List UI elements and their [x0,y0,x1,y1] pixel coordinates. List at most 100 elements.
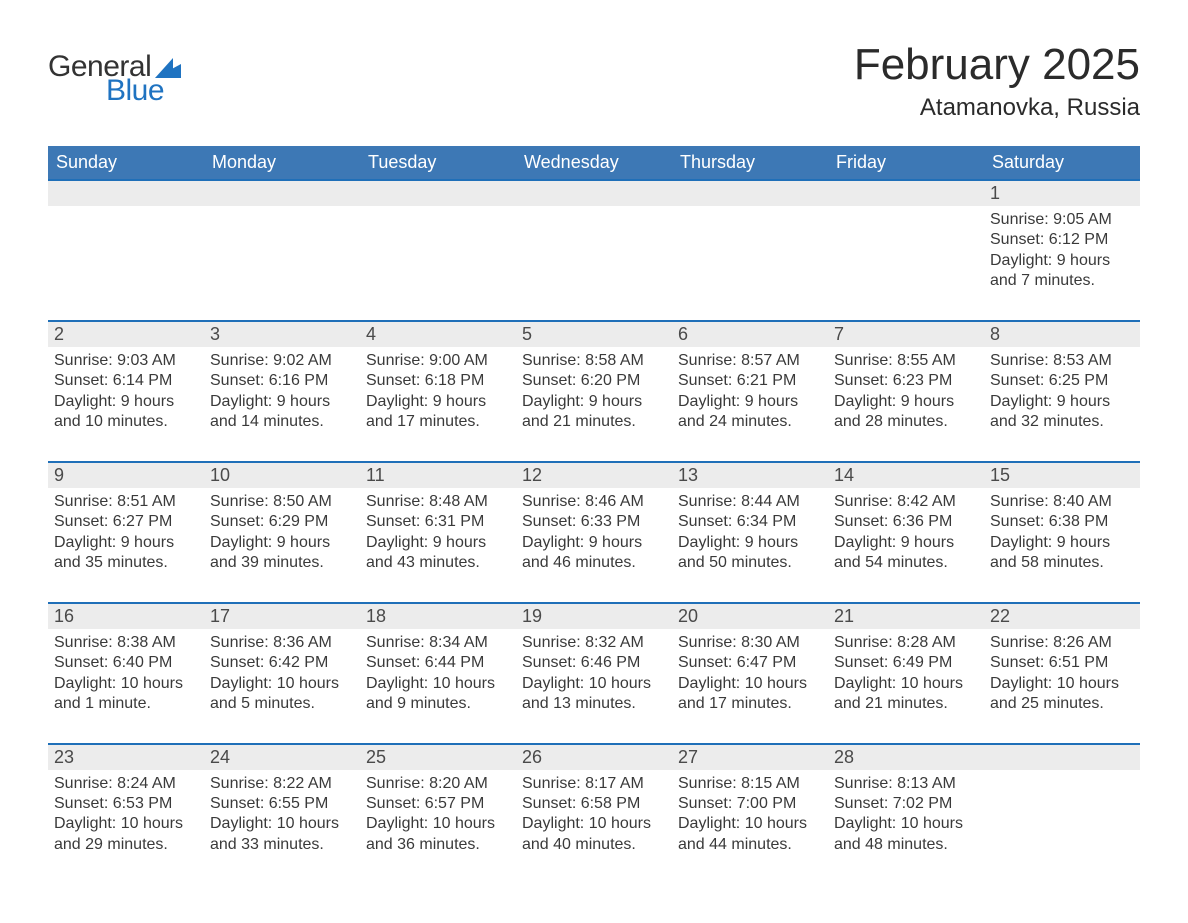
day-detail-line: Sunrise: 9:03 AM [54,351,198,371]
day-detail-line: Sunrise: 8:48 AM [366,492,510,512]
day-detail-line: Daylight: 10 hours [366,814,510,834]
week-daynum-row: 232425262728 [48,744,1140,770]
day-detail-line: Sunrise: 8:40 AM [990,492,1134,512]
calendar-page: General Blue February 2025 Atamanovka, R… [0,0,1188,923]
day-detail-line: Daylight: 9 hours [834,392,978,412]
day-detail-line: Sunset: 6:38 PM [990,512,1134,532]
day-detail-line: and 35 minutes. [54,553,198,573]
day-number-cell: 28 [828,744,984,770]
day-detail-line: Sunset: 6:47 PM [678,653,822,673]
day-body-cell: Sunrise: 9:02 AMSunset: 6:16 PMDaylight:… [204,347,360,462]
day-body-cell: Sunrise: 8:36 AMSunset: 6:42 PMDaylight:… [204,629,360,744]
day-body-cell: Sunrise: 8:22 AMSunset: 6:55 PMDaylight:… [204,770,360,884]
day-detail-line: Sunset: 6:58 PM [522,794,666,814]
day-detail-line: Sunrise: 8:24 AM [54,774,198,794]
day-detail-line: Daylight: 9 hours [210,533,354,553]
week-body-row: Sunrise: 9:03 AMSunset: 6:14 PM Daylight:… [48,347,1140,462]
day-body-cell [516,206,672,321]
day-detail-line: Sunset: 6:25 PM [990,371,1134,391]
day-number-cell: 21 [828,603,984,629]
calendar-body: 1Sunrise: 9:05 AMSunset: 6:12 PMDaylight… [48,180,1140,883]
day-number-cell: 18 [360,603,516,629]
day-detail-line: and 29 minutes. [54,835,198,855]
day-detail-line: Sunrise: 8:51 AM [54,492,198,512]
day-number-cell: 7 [828,321,984,347]
day-detail-line: Sunset: 6:44 PM [366,653,510,673]
day-detail-line: and 25 minutes. [990,694,1134,714]
day-body-cell: Sunrise: 8:48 AMSunset: 6:31 PMDaylight:… [360,488,516,603]
day-body-cell: Sunrise: 8:58 AMSunset: 6:20 PMDaylight:… [516,347,672,462]
day-number-cell: 9 [48,462,204,488]
day-number-cell: 17 [204,603,360,629]
day-detail-line: and 14 minutes. [210,412,354,432]
dow-saturday: Saturday [984,146,1140,180]
day-body-cell: Sunrise: 8:17 AMSunset: 6:58 PMDaylight:… [516,770,672,884]
day-detail-line: Daylight: 10 hours [54,674,198,694]
day-detail-line: Sunset: 6:46 PM [522,653,666,673]
day-number-cell [516,180,672,206]
day-detail-line: Daylight: 10 hours [522,814,666,834]
day-detail-line: and 36 minutes. [366,835,510,855]
day-detail-line: Sunset: 6:18 PM [366,371,510,391]
day-detail-line: Daylight: 10 hours [366,674,510,694]
day-body-cell: Sunrise: 9:05 AMSunset: 6:12 PMDaylight:… [984,206,1140,321]
day-detail-line: Daylight: 10 hours [990,674,1134,694]
day-detail-line: Sunrise: 9:02 AM [210,351,354,371]
day-detail-line: Daylight: 10 hours [522,674,666,694]
day-body-cell [204,206,360,321]
day-number-cell: 25 [360,744,516,770]
day-detail-line: Sunset: 6:53 PM [54,794,198,814]
day-detail-line: Daylight: 9 hours [210,392,354,412]
day-detail-line: Daylight: 9 hours [366,533,510,553]
day-detail-line: and 39 minutes. [210,553,354,573]
day-detail-line: Daylight: 10 hours [678,674,822,694]
day-detail-line: Sunset: 6:57 PM [366,794,510,814]
day-body-cell: Sunrise: 8:20 AMSunset: 6:57 PMDaylight:… [360,770,516,884]
day-body-cell: Sunrise: 9:00 AMSunset: 6:18 PMDaylight:… [360,347,516,462]
day-number-cell: 4 [360,321,516,347]
day-body-cell: Sunrise: 8:40 AMSunset: 6:38 PMDaylight:… [984,488,1140,603]
day-detail-line: and 1 minute. [54,694,198,714]
day-detail-line: and 7 minutes. [990,271,1134,291]
week-body-row: Sunrise: 8:24 AMSunset: 6:53 PM Daylight:… [48,770,1140,884]
day-body-cell: Sunrise: 8:34 AMSunset: 6:44 PMDaylight:… [360,629,516,744]
day-detail-line: Sunrise: 8:26 AM [990,633,1134,653]
day-body-cell: Sunrise: 8:50 AMSunset: 6:29 PMDaylight:… [204,488,360,603]
day-detail-line: Sunset: 6:12 PM [990,230,1134,250]
logo-text-blue: Blue [106,76,181,106]
week-body-row: Sunrise: 8:38 AMSunset: 6:40 PMDaylight:… [48,629,1140,744]
day-detail-line: and 17 minutes. [678,694,822,714]
day-detail-line: Daylight: 10 hours [678,814,822,834]
day-number-cell: 27 [672,744,828,770]
day-detail-line: Daylight: 9 hours [990,251,1134,271]
calendar-table: Sunday Monday Tuesday Wednesday Thursday… [48,146,1140,883]
day-detail-line: Sunrise: 8:17 AM [522,774,666,794]
day-detail-line: and 48 minutes. [834,835,978,855]
day-detail-line: and 33 minutes. [210,835,354,855]
day-detail-line: Daylight: 9 hours [678,533,822,553]
day-detail-line: Sunset: 6:27 PM [54,512,198,532]
day-number-cell: 12 [516,462,672,488]
day-body-cell: Sunrise: 8:53 AMSunset: 6:25 PMDaylight:… [984,347,1140,462]
day-body-cell: Sunrise: 8:28 AMSunset: 6:49 PMDaylight:… [828,629,984,744]
day-detail-line: Sunset: 6:14 PM [54,371,198,391]
day-detail-line: and 40 minutes. [522,835,666,855]
day-detail-line: and 13 minutes. [522,694,666,714]
dow-sunday: Sunday [48,146,204,180]
day-number-cell: 10 [204,462,360,488]
week-body-row: Sunrise: 9:05 AMSunset: 6:12 PMDaylight:… [48,206,1140,321]
day-detail-line: Sunrise: 8:53 AM [990,351,1134,371]
day-detail-line: Sunrise: 8:22 AM [210,774,354,794]
dow-tuesday: Tuesday [360,146,516,180]
day-detail-line: Sunrise: 8:57 AM [678,351,822,371]
day-body-cell [984,770,1140,884]
day-body-cell: Sunrise: 8:24 AMSunset: 6:53 PMDaylight:… [48,770,204,884]
week-body-row: Sunrise: 8:51 AMSunset: 6:27 PM Daylight:… [48,488,1140,603]
day-body-cell: Sunrise: 8:13 AMSunset: 7:02 PMDaylight:… [828,770,984,884]
day-detail-line: Sunrise: 8:38 AM [54,633,198,653]
day-detail-line: Sunset: 6:40 PM [54,653,198,673]
day-body-cell: Sunrise: 8:32 AMSunset: 6:46 PMDaylight:… [516,629,672,744]
day-number-cell: 20 [672,603,828,629]
day-detail-line: and 44 minutes. [678,835,822,855]
day-detail-line: Sunset: 6:23 PM [834,371,978,391]
